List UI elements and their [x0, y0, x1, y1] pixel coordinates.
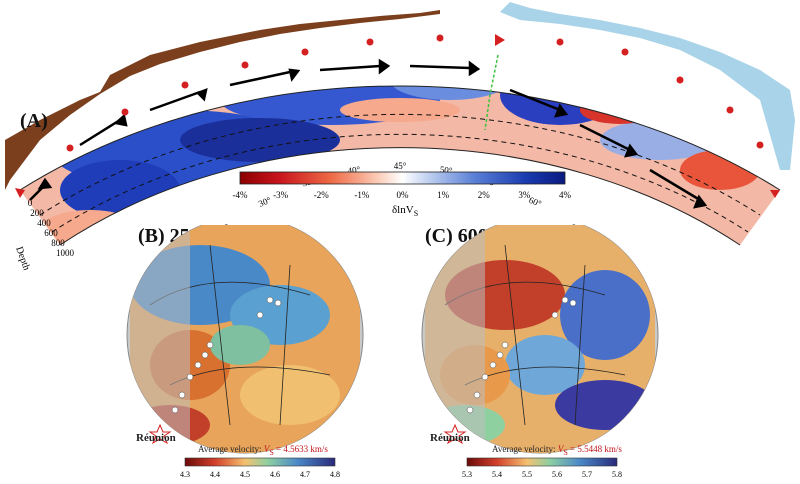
depth-tick-label: 800 [51, 238, 65, 248]
colorbar-c-tick: 5.8 [612, 470, 622, 479]
distance-tick-label: 50° [439, 164, 453, 176]
reunion-star-b [148, 423, 172, 445]
reunion-star-c [443, 423, 467, 445]
avg-velocity-c: Average velocity: VS = 5.5448 km/s [492, 444, 622, 457]
slab-path-line [484, 54, 499, 131]
depth-axis-title: Depth/Km [13, 245, 38, 270]
colorbar-b-tick: 4.7 [300, 470, 310, 479]
colorbar-a-tick: -1% [354, 190, 369, 200]
avg-velocity-b: Average velocity: VS = 4.5633 km/s [198, 444, 328, 457]
colorbar-a-tick: 2% [478, 190, 491, 200]
surface-markers [15, 34, 780, 198]
reunion-label-b: Réunion [136, 432, 176, 444]
colorbar-a-tick: 4% [559, 190, 572, 200]
globe-250km [126, 225, 364, 454]
colorbar-a-tick: -2% [314, 190, 329, 200]
colorbar-a [239, 171, 566, 185]
section-outer-arc [19, 85, 781, 191]
section-inner-arc [59, 147, 741, 246]
station-markers-b [171, 296, 282, 414]
colorbar-a-tick: 3% [518, 190, 531, 200]
colorbar-c-tick: 5.7 [582, 470, 592, 479]
cross-section-figure: Indian Plate Indian Slab 0°5°10°15°20°25… [5, 2, 795, 270]
station-markers-c [466, 296, 577, 414]
colorbar-c-tick: 5.5 [522, 470, 532, 479]
depth-tick-label: 200 [30, 208, 44, 218]
colorbar-a-tick: 1% [437, 190, 450, 200]
depth-tick-label: 600 [44, 228, 58, 238]
panel-a-label: (A) [20, 110, 48, 132]
distance-tick-label: 45° [394, 161, 407, 171]
distance-tick-label: 40° [347, 164, 361, 176]
colorbar-c-tick: 5.4 [492, 470, 502, 479]
depth-tick-label: 1000 [56, 248, 75, 258]
colorbar-a-tick: -3% [273, 190, 288, 200]
topography-sea [500, 2, 795, 170]
colorbar-c-tick: 5.3 [462, 470, 472, 479]
depth-tick-label: 400 [37, 218, 51, 228]
colorbar-b-tick: 4.8 [330, 470, 340, 479]
distance-tick-label: 30° [257, 195, 273, 209]
colorbar-a-tick: 0% [397, 190, 410, 200]
colorbar-a-ticks: -4% -3% -2% -1% 0% 1% 2% 3% 4% [233, 190, 572, 200]
colorbar-b-tick: 4.5 [240, 470, 250, 479]
colorbar-a-tick: -4% [233, 190, 248, 200]
globe-600km [421, 225, 659, 454]
colorbar-a-title: δlnVS [392, 204, 418, 218]
distance-tick-label: 60° [528, 195, 544, 209]
colorbar-b: 4.3 4.4 4.5 4.6 4.7 4.8 [180, 457, 340, 479]
indian-plate-label: Indian Plate [404, 40, 469, 58]
colorbar-b-tick: 4.6 [270, 470, 280, 479]
flow-arrows [29, 58, 708, 209]
reunion-label-c: Réunion [430, 432, 470, 444]
colorbar-c-tick: 5.6 [552, 470, 562, 479]
depth-tick-label: 0 [28, 198, 33, 208]
topography-land [5, 10, 440, 190]
dashed-410 [39, 113, 761, 216]
colorbar-b-tick: 4.3 [180, 470, 190, 479]
colorbar-b-tick: 4.4 [210, 470, 220, 479]
colorbar-c: 5.3 5.4 5.5 5.6 5.7 5.8 [462, 457, 622, 479]
